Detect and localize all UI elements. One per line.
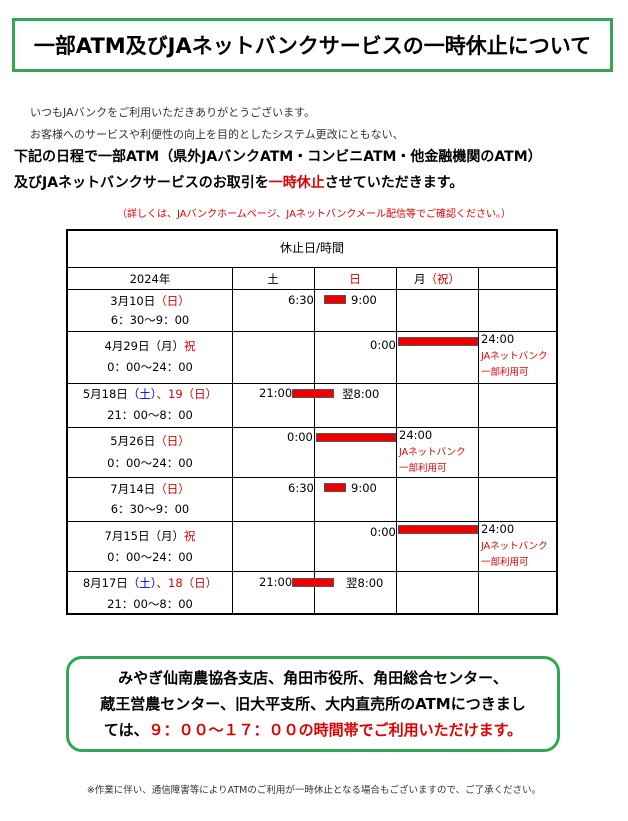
table-header: 休止日/時間 <box>279 241 345 255</box>
row-3-sat: （土） <box>127 387 157 401</box>
row-6-start: 0:00 <box>370 525 396 539</box>
col-mon-label: 月 <box>414 272 426 286</box>
table-divider <box>68 571 556 572</box>
table-divider <box>314 267 315 613</box>
row-4-end: 24:00 <box>399 428 433 442</box>
info-line-1: みやぎ仙南農協各支店、角田市役所、角田総合センター、 <box>118 669 508 687</box>
row-6-time: 0：00～24：00 <box>107 550 193 564</box>
intro-line-2: お客様へのサービスや利便性の向上を目的としたシステム更改にともない、 <box>30 128 404 141</box>
table-divider <box>68 477 556 478</box>
row-1-date: 3月10日（日） <box>68 293 232 309</box>
row-5-bar <box>324 483 346 492</box>
row-2-holiday: 祝 <box>183 339 196 353</box>
row-4-bar <box>316 433 396 442</box>
row-3-sun: 、19（日） <box>156 387 218 401</box>
row-2-bar <box>398 337 478 346</box>
table-divider <box>68 521 556 522</box>
page-title: 一部ATM及びJAネットバンクサービスの一時休止について <box>12 18 613 72</box>
main-line-2: 及びJAネットバンクサービスのお取引を一時休止させていただきます。 <box>14 172 463 192</box>
table-divider <box>232 267 233 613</box>
col-year: 2024年 <box>129 272 171 286</box>
details-note: （詳しくは、JAバンクホームページ、JAネットバンクメール配信等でご確認ください… <box>116 209 512 220</box>
row-2-start: 0:00 <box>370 338 396 352</box>
table-divider <box>396 267 397 613</box>
table-divider <box>68 331 556 332</box>
schedule-table: 休止日/時間 2024年 土 日 月（祝） 3月10日（日） 6：30～9：00… <box>66 229 558 615</box>
row-4-time: 0：00～24：00 <box>107 456 193 470</box>
row-4-day: （日） <box>155 434 190 448</box>
row-3-date: 5月18日（土）、19（日） <box>68 386 232 402</box>
row-6-holiday: 祝 <box>183 529 196 543</box>
row-4-date: 5月26日（日） <box>68 433 232 449</box>
row-1-date-text: 3月10日 <box>110 294 156 308</box>
info-line-3: ては、９：００～１７：００の時間帯でご利用いただけます。 <box>69 717 557 743</box>
row-6-end: 24:00 <box>481 522 515 536</box>
col-mon-holiday: （祝） <box>425 272 461 286</box>
table-divider <box>68 267 556 268</box>
row-2-sub1: JAネットバンク <box>481 351 548 362</box>
row-4-start: 0:00 <box>287 430 313 444</box>
row-1-end: 9:00 <box>351 293 377 307</box>
row-2-sub2: 一部利用可 <box>481 367 529 378</box>
row-4-sub2: 一部利用可 <box>399 463 447 474</box>
table-divider <box>68 289 556 290</box>
row-3-end: 翌8:00 <box>342 387 380 401</box>
main-line-2-a: 及びJAネットバンクサービスのお取引を <box>14 175 269 191</box>
row-2-date: 4月29日（月）祝 <box>68 338 232 354</box>
row-3-date-text: 5月18日 <box>82 387 128 401</box>
row-2-end: 24:00 <box>481 332 515 346</box>
table-divider <box>68 383 556 384</box>
row-6-sub1: JAネットバンク <box>481 541 548 552</box>
info-line-2: 蔵王営農センター、旧大平支所、大内直売所のATMにつきまし <box>100 695 526 713</box>
row-1-time: 6：30～9：00 <box>110 313 190 327</box>
table-divider <box>478 267 479 613</box>
row-5-date-text: 7月14日 <box>110 482 156 496</box>
row-1-bar <box>324 295 346 304</box>
row-6-sub2: 一部利用可 <box>481 557 529 568</box>
row-7-start: 21:00 <box>259 575 293 589</box>
row-7-time: 21：00～8：00 <box>107 597 193 611</box>
main-line-2-b: させていただきます。 <box>324 175 464 191</box>
row-1-day: （日） <box>155 294 190 308</box>
row-7-date: 8月17日（土）、18（日） <box>68 575 232 591</box>
row-5-start: 6:30 <box>288 481 314 495</box>
info-line-3-red: ９：００～１７：００の時間帯でご利用いただけます。 <box>148 721 523 739</box>
row-2-date-text: 4月29日（月） <box>104 339 184 353</box>
row-6-date: 7月15日（月）祝 <box>68 528 232 544</box>
row-5-date: 7月14日（日） <box>68 481 232 497</box>
col-mon: 月（祝） <box>396 271 478 287</box>
main-line-2-red: 一時休止 <box>268 175 325 191</box>
row-5-time: 6：30～9：00 <box>110 502 190 516</box>
row-7-sun: 、18（日） <box>156 576 218 590</box>
row-5-end: 9:00 <box>351 481 377 495</box>
atm-info-box: みやぎ仙南農協各支店、角田市役所、角田総合センター、 蔵王営農センター、旧大平支… <box>66 656 560 752</box>
row-1-start: 6:30 <box>288 293 314 307</box>
row-4-sub1: JAネットバンク <box>399 447 466 458</box>
row-2-time: 0：00～24：00 <box>107 360 193 374</box>
footer-note: ※作業に伴い、通信障害等によりATMのご利用が一時休止となる場合もございますので… <box>86 785 542 796</box>
main-line-1: 下記の日程で一部ATM（県外JAバンクATM・コンビニATM・他金融機関のATM… <box>14 149 542 165</box>
info-line-3-a: ては、 <box>103 721 149 739</box>
table-divider <box>68 427 556 428</box>
row-4-date-text: 5月26日 <box>110 434 156 448</box>
intro-line-1: いつもJAバンクをご利用いただきありがとうございます。 <box>30 106 316 119</box>
col-sun: 日 <box>349 272 361 286</box>
row-3-start: 21:00 <box>259 386 293 400</box>
row-3-time: 21：00～8：00 <box>107 408 193 422</box>
page-title-text: 一部ATM及びJAネットバンクサービスの一時休止について <box>33 34 592 58</box>
row-3-bar <box>292 389 334 398</box>
row-7-bar <box>292 578 334 587</box>
col-sat: 土 <box>267 272 279 286</box>
row-7-date-text: 8月17日 <box>82 576 128 590</box>
row-7-sat: （土） <box>127 576 157 590</box>
row-6-date-text: 7月15日（月） <box>104 529 184 543</box>
row-6-bar <box>398 525 478 534</box>
row-7-end: 翌8:00 <box>346 576 384 590</box>
row-5-day: （日） <box>155 482 190 496</box>
